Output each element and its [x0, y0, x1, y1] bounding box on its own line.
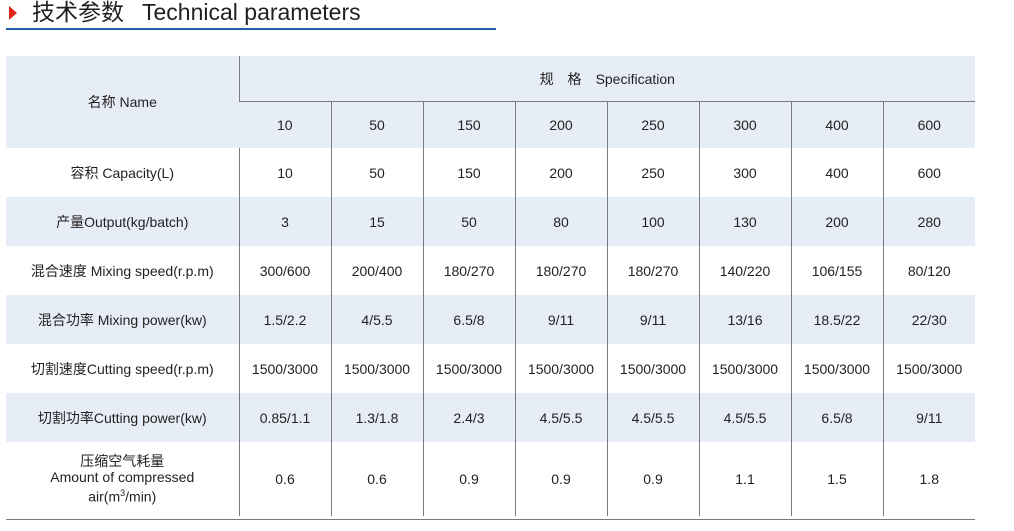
spec-value-cell: 200	[514, 101, 607, 148]
table-cell: 200	[514, 148, 607, 197]
table-cell: 600	[882, 148, 976, 197]
row-label: 混合功率 Mixing power(kw)	[37, 311, 207, 328]
table-cell: 180/270	[514, 246, 607, 295]
specification-header-cn: 规 格	[539, 70, 582, 87]
table-cell: 1.1	[698, 442, 791, 516]
table-cell: 1.8	[882, 442, 976, 516]
row-label-en-line2: air(m3/min)	[6, 485, 239, 505]
table-cell: 100	[606, 197, 699, 246]
section-title-cn: 技术参数	[32, 0, 124, 26]
table-cell: 1.3/1.8	[330, 393, 423, 442]
table-cell: 1500/3000	[698, 344, 791, 393]
table-cell: 0.9	[422, 442, 515, 516]
section-header: 技术参数 Technical parameters	[0, 0, 500, 32]
table-cell: 180/270	[422, 246, 515, 295]
table-cell: 280	[882, 197, 976, 246]
table-cell: 3	[238, 197, 331, 246]
table-cell: 1500/3000	[330, 344, 423, 393]
table-cell: 0.9	[514, 442, 607, 516]
table-cell: 150	[422, 148, 515, 197]
technical-parameters-table: 名称 Name 规 格 Specification 10 50 150 200 2…	[6, 56, 976, 516]
row-label-en-sup: 3	[120, 488, 126, 499]
table-bottom-border	[6, 519, 975, 520]
specification-header: 规 格 Specification	[238, 56, 976, 102]
spec-value-cell: 150	[422, 101, 515, 148]
row-label: 混合速度 Mixing speed(r.p.m)	[30, 262, 214, 279]
table-cell: 22/30	[882, 295, 976, 344]
specification-header-en: Specification	[595, 70, 675, 87]
table-cell: 1500/3000	[882, 344, 976, 393]
row-label: 容积 Capacity(L)	[70, 164, 174, 181]
red-arrow-icon	[9, 6, 17, 20]
table-cell: 300	[698, 148, 791, 197]
spec-header-row: 名称 Name 规 格 Specification	[6, 56, 976, 110]
row-label: 切割功率Cutting power(kw)	[37, 409, 207, 426]
table-cell: 200	[790, 197, 883, 246]
table-cell: 1.5	[790, 442, 883, 516]
row-label-cn: 压缩空气耗量	[80, 453, 165, 470]
table-cell: 80	[514, 197, 607, 246]
row-label: 压缩空气耗量 Amount of compressed air(m3/min)	[6, 442, 239, 516]
spec-value-cell: 50	[330, 101, 423, 148]
table-cell: 0.6	[330, 442, 423, 516]
table-cell: 1.5/2.2	[238, 295, 331, 344]
spec-value-cell: 600	[882, 101, 976, 148]
table-cell: 10	[238, 148, 331, 197]
table-cell: 180/270	[606, 246, 699, 295]
table-cell: 6.5/8	[790, 393, 883, 442]
row-label-en-post: /min)	[125, 488, 157, 505]
spec-values-row: 10 50 150 200 250 300 400 600	[6, 101, 976, 148]
table-row-cutting-power: 切割功率Cutting power(kw) 0.85/1.1 1.3/1.8 2…	[6, 393, 976, 442]
row-label-en-pre: air(m	[88, 488, 121, 505]
spec-value-cell: 10	[276, 117, 293, 133]
table-cell: 200/400	[330, 246, 423, 295]
table-cell: 140/220	[698, 246, 791, 295]
table-cell: 1500/3000	[238, 344, 331, 393]
spec-value-cell: 250	[606, 101, 699, 148]
table-cell: 15	[330, 197, 423, 246]
table-cell: 4.5/5.5	[606, 393, 699, 442]
table-cell: 2.4/3	[422, 393, 515, 442]
table-cell: 9/11	[606, 295, 699, 344]
table-row-mixing-power: 混合功率 Mixing power(kw) 1.5/2.2 4/5.5 6.5/…	[6, 295, 976, 344]
table-cell: 4/5.5	[330, 295, 423, 344]
table-cell: 1500/3000	[606, 344, 699, 393]
table-cell: 9/11	[514, 295, 607, 344]
table-row-output: 产量Output(kg/batch) 3 15 50 80 100 130 20…	[6, 197, 976, 246]
table-cell: 13/16	[698, 295, 791, 344]
table-cell: 0.85/1.1	[238, 393, 331, 442]
table-cell: 1500/3000	[514, 344, 607, 393]
spec-value-cell: 400	[790, 101, 883, 148]
table-cell: 1500/3000	[790, 344, 883, 393]
table-row-capacity: 容积 Capacity(L) 10 50 150 200 250 300 400…	[6, 148, 976, 197]
table-cell: 1500/3000	[422, 344, 515, 393]
row-label: 切割速度Cutting speed(r.p.m)	[30, 360, 214, 377]
table-cell: 4.5/5.5	[698, 393, 791, 442]
table-cell: 250	[606, 148, 699, 197]
table-cell: 9/11	[882, 393, 976, 442]
table-cell: 6.5/8	[422, 295, 515, 344]
table-row-cutting-speed: 切割速度Cutting speed(r.p.m) 1500/3000 1500/…	[6, 344, 976, 393]
table-row-compressed-air: 压缩空气耗量 Amount of compressed air(m3/min) …	[6, 442, 976, 516]
section-title-en: Technical parameters	[142, 0, 361, 25]
table-cell: 0.9	[606, 442, 699, 516]
table-cell: 300/600	[238, 246, 331, 295]
table-cell: 50	[422, 197, 515, 246]
row-label-en-line1: Amount of compressed	[50, 469, 195, 486]
table-cell: 106/155	[790, 246, 883, 295]
table-cell: 50	[330, 148, 423, 197]
row-label: 产量Output(kg/batch)	[56, 213, 189, 230]
table-cell: 4.5/5.5	[514, 393, 607, 442]
section-title: 技术参数 Technical parameters	[32, 0, 361, 28]
table-row-mixing-speed: 混合速度 Mixing speed(r.p.m) 300/600 200/400…	[6, 246, 976, 295]
table-cell: 130	[698, 197, 791, 246]
spec-value-cell: 300	[698, 101, 791, 148]
title-underline	[6, 28, 496, 30]
table-cell: 18.5/22	[790, 295, 883, 344]
name-column-header: 名称 Name	[87, 94, 157, 110]
table-cell: 0.6	[238, 442, 331, 516]
table-cell: 400	[790, 148, 883, 197]
table-cell: 80/120	[882, 246, 976, 295]
